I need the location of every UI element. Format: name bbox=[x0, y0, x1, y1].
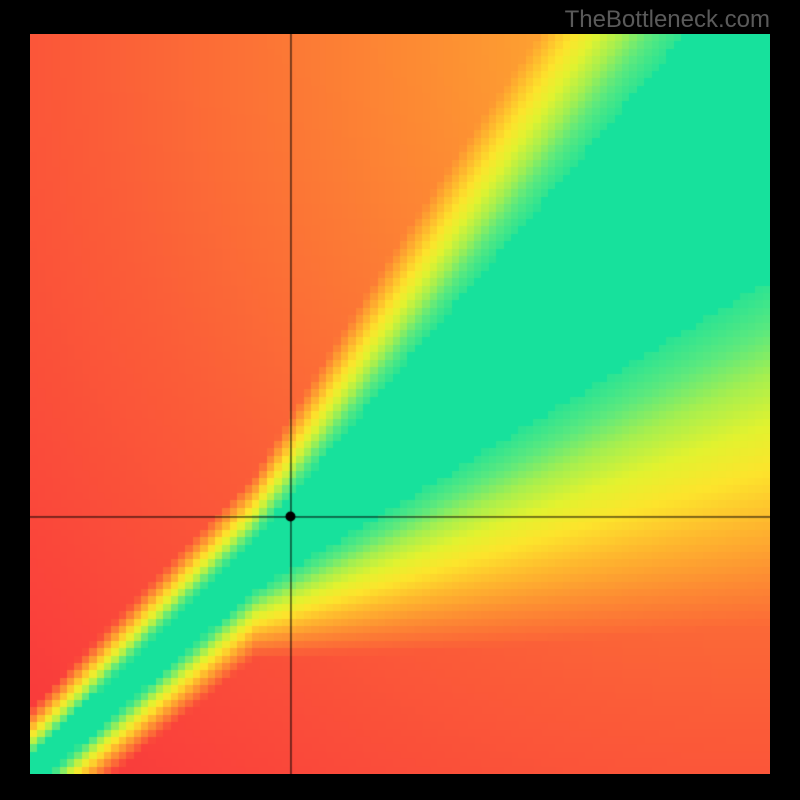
bottleneck-heatmap bbox=[30, 34, 770, 774]
chart-container: TheBottleneck.com bbox=[0, 0, 800, 800]
watermark-text: TheBottleneck.com bbox=[565, 6, 770, 34]
